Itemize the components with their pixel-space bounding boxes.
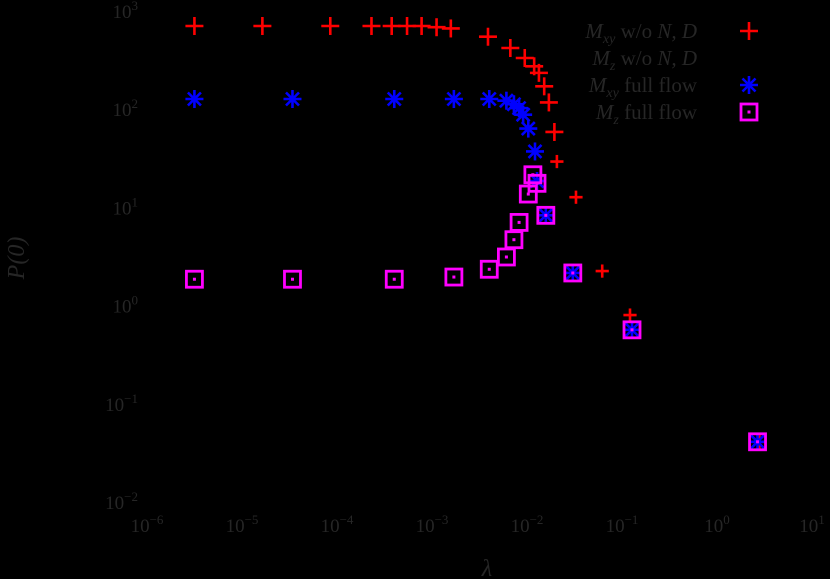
data-point <box>566 187 586 207</box>
data-point <box>526 142 544 161</box>
x-tick-label: 10−2 <box>511 512 544 537</box>
x-tick-label: 100 <box>704 512 730 537</box>
data-point <box>622 320 642 340</box>
data-point <box>509 213 529 232</box>
data-point <box>185 17 204 36</box>
data-points <box>185 17 769 452</box>
x-tick-label: 10−6 <box>131 512 164 537</box>
data-point <box>563 263 583 283</box>
data-point <box>547 152 567 171</box>
data-point <box>535 77 554 96</box>
legend-marker <box>739 48 759 68</box>
data-point <box>444 90 463 109</box>
data-point <box>384 269 404 289</box>
data-point <box>478 27 497 46</box>
data-point <box>547 152 566 171</box>
data-point <box>321 17 340 36</box>
data-point <box>545 122 564 141</box>
data-point <box>441 19 460 38</box>
data-point <box>748 432 767 452</box>
y-axis-label: P(0) <box>4 237 30 281</box>
data-point <box>253 17 272 36</box>
data-point <box>479 259 499 279</box>
y-tick-label: 103 <box>113 0 139 23</box>
data-point <box>480 90 499 109</box>
plot-frame <box>154 11 821 504</box>
legend-entry-label: Mxy full flow <box>588 73 698 101</box>
x-tick-label: 101 <box>799 512 825 537</box>
x-tick-label: 10−3 <box>416 512 449 537</box>
data-point <box>185 90 204 109</box>
legend-entry-label: Mz full flow <box>595 100 698 128</box>
series-3 <box>185 165 767 452</box>
data-point <box>185 269 204 289</box>
data-point <box>382 17 401 36</box>
data-point <box>515 49 534 68</box>
y-tick-label: 10−2 <box>105 489 138 514</box>
y-axis-ticks: 103 102 101 100 10−1 10−2 <box>105 0 138 514</box>
legend-entry-label: Mz w/o N, D <box>591 46 697 74</box>
x-tick-label: 10−1 <box>606 512 639 537</box>
data-point <box>529 63 548 82</box>
data-point <box>444 267 464 287</box>
x-axis-ticks: 10−6 10−5 10−4 10−3 10−2 10−1 100 101 <box>131 512 825 537</box>
data-point <box>592 261 612 281</box>
y-tick-label: 10−1 <box>105 391 138 416</box>
y-tick-label: 102 <box>113 96 139 121</box>
data-point <box>283 269 302 289</box>
x-tick-label: 10−5 <box>226 512 259 537</box>
legend-marker <box>739 102 759 122</box>
data-point <box>593 262 612 281</box>
legend-marker <box>740 22 758 40</box>
legend-entry-label: Mxy w/o N, D <box>584 19 697 47</box>
data-point <box>566 188 585 207</box>
data-point <box>519 119 538 138</box>
x-axis-label: λ <box>481 556 492 579</box>
data-point <box>362 17 381 36</box>
data-point <box>536 205 556 225</box>
x-tick-label: 10−4 <box>321 512 354 537</box>
data-point <box>385 90 404 109</box>
data-point <box>514 105 533 124</box>
data-point <box>527 173 547 193</box>
data-point <box>501 38 520 57</box>
data-point <box>283 90 302 109</box>
data-point <box>497 91 516 110</box>
y-tick-label: 100 <box>113 293 139 318</box>
y-tick-label: 101 <box>113 194 139 219</box>
series-0 <box>185 17 769 451</box>
data-point <box>539 93 558 112</box>
legend-marker <box>740 76 758 94</box>
